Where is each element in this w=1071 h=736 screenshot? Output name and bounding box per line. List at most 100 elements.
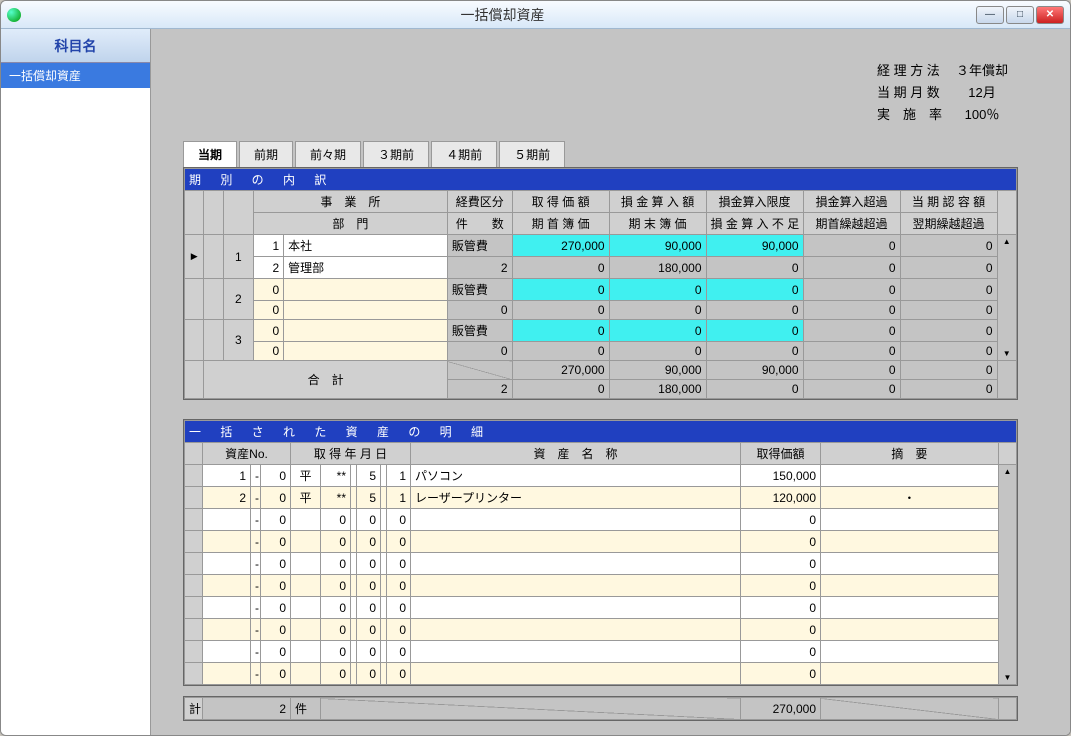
asset-name-cell[interactable]: パソコン — [411, 465, 741, 487]
minimize-button[interactable]: — — [976, 6, 1004, 24]
month-cell[interactable]: 0 — [357, 597, 381, 619]
month-cell[interactable]: 0 — [357, 575, 381, 597]
row-marker[interactable] — [185, 320, 204, 361]
day-cell[interactable]: 0 — [387, 531, 411, 553]
val-cell[interactable]: 0 — [512, 320, 609, 342]
price-cell[interactable]: 0 — [741, 597, 821, 619]
asset-no1-cell[interactable]: 1 — [203, 465, 251, 487]
scrollbar[interactable]: ▲▼ — [998, 465, 1016, 685]
office-name-cell[interactable]: 本社 — [284, 235, 448, 257]
row-selector[interactable] — [185, 465, 203, 487]
year-cell[interactable]: 0 — [321, 509, 351, 531]
era-cell[interactable] — [291, 575, 321, 597]
era-cell[interactable] — [291, 663, 321, 685]
month-cell[interactable]: 0 — [357, 531, 381, 553]
day-cell[interactable]: 0 — [387, 619, 411, 641]
asset-name-cell[interactable] — [411, 619, 741, 641]
val-cell[interactable]: 0 — [609, 342, 706, 361]
asset-name-cell[interactable] — [411, 509, 741, 531]
month-cell[interactable]: 0 — [357, 619, 381, 641]
month-cell[interactable]: 0 — [357, 663, 381, 685]
asset-no2-cell[interactable]: 0 — [261, 465, 291, 487]
tab-3[interactable]: ３期前 — [363, 141, 429, 167]
val-cell[interactable]: 0 — [900, 257, 997, 279]
val-cell[interactable]: 0 — [512, 279, 609, 301]
val-cell[interactable]: 0 — [803, 320, 900, 342]
era-cell[interactable] — [291, 619, 321, 641]
val-cell[interactable]: 0 — [609, 320, 706, 342]
asset-no2-cell[interactable]: 0 — [261, 509, 291, 531]
era-cell[interactable] — [291, 509, 321, 531]
count-cell[interactable]: 2 — [447, 257, 512, 279]
val-cell[interactable]: 0 — [512, 257, 609, 279]
remarks-cell[interactable]: ・ — [821, 487, 999, 509]
val-cell[interactable]: 0 — [900, 301, 997, 320]
year-cell[interactable]: 0 — [321, 619, 351, 641]
tab-4[interactable]: ４期前 — [431, 141, 497, 167]
month-cell[interactable]: 0 — [357, 553, 381, 575]
val-cell[interactable]: 0 — [900, 342, 997, 361]
row-selector[interactable] — [185, 487, 203, 509]
year-cell[interactable]: 0 — [321, 531, 351, 553]
val-cell[interactable]: 0 — [803, 342, 900, 361]
era-cell[interactable] — [291, 531, 321, 553]
expense-cell[interactable]: 販管費 — [447, 235, 512, 257]
val-cell[interactable]: 0 — [803, 257, 900, 279]
year-cell[interactable]: ** — [321, 487, 351, 509]
month-cell[interactable]: 5 — [357, 487, 381, 509]
val-cell[interactable]: 180,000 — [609, 257, 706, 279]
dept-name-cell[interactable] — [284, 301, 448, 320]
row-selector[interactable] — [185, 509, 203, 531]
remarks-cell[interactable] — [821, 553, 999, 575]
year-cell[interactable]: ** — [321, 465, 351, 487]
era-cell[interactable] — [291, 553, 321, 575]
asset-no2-cell[interactable]: 0 — [261, 641, 291, 663]
asset-name-cell[interactable] — [411, 553, 741, 575]
remarks-cell[interactable] — [821, 663, 999, 685]
year-cell[interactable]: 0 — [321, 663, 351, 685]
price-cell[interactable]: 150,000 — [741, 465, 821, 487]
asset-no2-cell[interactable]: 0 — [261, 619, 291, 641]
row-selector[interactable] — [185, 619, 203, 641]
price-cell[interactable]: 0 — [741, 663, 821, 685]
val-cell[interactable]: 0 — [706, 257, 803, 279]
year-cell[interactable]: 0 — [321, 575, 351, 597]
price-cell[interactable]: 0 — [741, 575, 821, 597]
expense-cell[interactable]: 販管費 — [447, 320, 512, 342]
year-cell[interactable]: 0 — [321, 553, 351, 575]
row-selector[interactable] — [185, 597, 203, 619]
tab-0[interactable]: 当期 — [183, 141, 237, 167]
tab-1[interactable]: 前期 — [239, 141, 293, 167]
dept-id-cell[interactable]: 0 — [253, 342, 283, 361]
row-selector[interactable] — [185, 641, 203, 663]
row-selector[interactable] — [185, 531, 203, 553]
dept-name-cell[interactable]: 管理部 — [284, 257, 448, 279]
year-cell[interactable]: 0 — [321, 597, 351, 619]
count-cell[interactable]: 0 — [447, 342, 512, 361]
asset-no1-cell[interactable] — [203, 641, 251, 663]
asset-no1-cell[interactable] — [203, 619, 251, 641]
price-cell[interactable]: 0 — [741, 641, 821, 663]
dept-name-cell[interactable] — [284, 342, 448, 361]
remarks-cell[interactable] — [821, 509, 999, 531]
sidebar-item-lump-depreciation[interactable]: 一括償却資産 — [1, 63, 150, 88]
val-cell[interactable]: 0 — [803, 301, 900, 320]
price-cell[interactable]: 120,000 — [741, 487, 821, 509]
price-cell[interactable]: 0 — [741, 509, 821, 531]
val-cell[interactable]: 0 — [706, 342, 803, 361]
month-cell[interactable]: 0 — [357, 641, 381, 663]
remarks-cell[interactable] — [821, 465, 999, 487]
era-cell[interactable] — [291, 597, 321, 619]
office-id-cell[interactable]: 0 — [253, 320, 283, 342]
office-name-cell[interactable] — [284, 279, 448, 301]
era-cell[interactable] — [291, 641, 321, 663]
val-cell[interactable]: 0 — [609, 279, 706, 301]
val-cell[interactable]: 0 — [803, 279, 900, 301]
asset-no2-cell[interactable]: 0 — [261, 531, 291, 553]
asset-no2-cell[interactable]: 0 — [261, 575, 291, 597]
asset-no1-cell[interactable]: 2 — [203, 487, 251, 509]
office-id-cell[interactable]: 0 — [253, 279, 283, 301]
val-cell[interactable]: 0 — [706, 301, 803, 320]
day-cell[interactable]: 1 — [387, 487, 411, 509]
val-cell[interactable]: 0 — [512, 342, 609, 361]
